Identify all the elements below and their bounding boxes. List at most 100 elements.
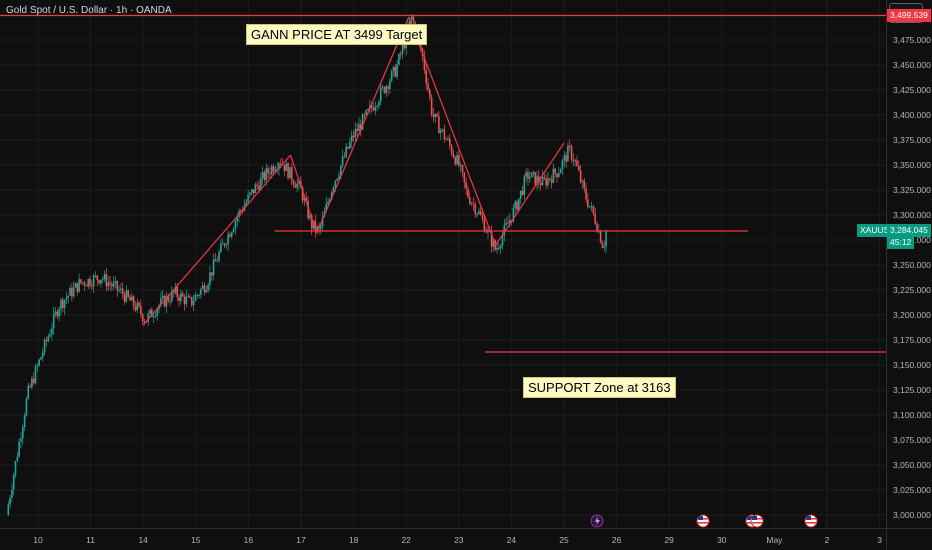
candle-body [605, 230, 607, 247]
candle-body [176, 286, 179, 297]
candle-body [87, 278, 90, 287]
candle-body [401, 44, 404, 54]
candle-body [221, 243, 224, 245]
candle-body [72, 287, 75, 297]
candle-body [403, 44, 406, 49]
candle-body [290, 167, 293, 181]
candle-body [379, 87, 382, 102]
candle-body [71, 287, 73, 297]
us-flag-icon[interactable] [750, 514, 764, 528]
y-tick-label: 3,175.000 [893, 335, 931, 345]
candle-body [314, 220, 317, 231]
candle-body [461, 164, 464, 173]
candle-body [548, 178, 551, 180]
x-tick-label: 10 [33, 535, 43, 545]
candle-body [69, 287, 71, 296]
candle-body [223, 243, 226, 246]
x-tick-label: 23 [454, 535, 464, 545]
trendline-4[interactable] [408, 16, 497, 246]
candle-body [583, 180, 586, 189]
drawings[interactable] [0, 14, 886, 353]
candle-body [472, 203, 475, 205]
candle-body [574, 160, 576, 162]
support-zone-note[interactable]: SUPPORT Zone at 3163 [523, 377, 676, 398]
candle-body [112, 282, 115, 287]
candle-body [212, 259, 215, 276]
y-tick-label: 3,225.000 [893, 285, 931, 295]
candle-body [528, 177, 531, 179]
candle-body [570, 145, 573, 160]
y-tick-label: 3,100.000 [893, 410, 931, 420]
candle-body [519, 190, 522, 199]
y-tick-label: 3,050.000 [893, 460, 931, 470]
candle-body [365, 109, 368, 115]
candle-body [387, 86, 389, 89]
candle-body [198, 294, 200, 296]
candle-body [507, 222, 509, 224]
candle-body [85, 285, 88, 287]
candle-body [474, 204, 477, 215]
candle-body [120, 288, 122, 290]
candle-body [241, 210, 244, 212]
candle-body [390, 71, 393, 82]
candle-body [54, 311, 57, 314]
event-icons[interactable] [590, 514, 818, 528]
candle-body [423, 55, 426, 70]
candle-body [521, 190, 524, 195]
candle-body [321, 217, 324, 227]
candle-body [109, 282, 111, 285]
y-tick-label: 3,300.000 [893, 210, 931, 220]
candle-body [27, 386, 30, 399]
candle-body [505, 222, 507, 225]
trendline-5[interactable] [495, 142, 565, 246]
candle-body [554, 168, 557, 174]
candle-body [374, 107, 377, 111]
candle-body [178, 296, 180, 301]
candle-body [543, 176, 546, 179]
candle-body [151, 309, 153, 318]
trendline-3[interactable] [316, 16, 410, 234]
candle-body [118, 289, 120, 291]
price-axis[interactable] [886, 0, 932, 550]
candle-body [232, 229, 235, 233]
x-tick-label: 26 [612, 535, 622, 545]
candle-body [214, 259, 217, 262]
candles [7, 14, 607, 516]
trendline-1[interactable] [142, 154, 291, 326]
candle-body [227, 234, 229, 245]
x-tick-label: 22 [401, 535, 411, 545]
candle-body [329, 199, 331, 202]
candle-body [74, 283, 77, 288]
us-flag-icon[interactable] [804, 514, 818, 528]
candle-body [49, 334, 51, 337]
candle-body [427, 83, 429, 90]
us-flag-icon[interactable] [696, 514, 710, 528]
candle-body [370, 105, 373, 108]
candle-body [494, 240, 497, 250]
lightning-icon[interactable] [590, 514, 604, 528]
candle-body [116, 281, 119, 291]
candle-body [196, 295, 199, 297]
candle-body [94, 275, 97, 277]
candle-body [138, 302, 140, 306]
x-tick-label: 18 [349, 535, 359, 545]
candle-body [454, 157, 457, 165]
candle-body [245, 201, 248, 206]
candle-body [185, 296, 188, 305]
candle-body [169, 301, 171, 303]
candle-body [523, 176, 526, 195]
trendline-2[interactable] [289, 154, 318, 234]
candle-body [111, 284, 113, 287]
gann-target-note[interactable]: GANN PRICE AT 3499 Target [246, 24, 428, 45]
candle-body [107, 282, 109, 287]
last-price-tag: 3,284.045 [887, 224, 931, 237]
candle-body [389, 81, 391, 89]
candle-body [289, 167, 291, 179]
candle-body [38, 359, 40, 366]
candle-body [125, 290, 128, 302]
candle-body [31, 378, 33, 387]
candle-body [456, 154, 458, 165]
candle-body [165, 296, 168, 307]
candle-body [114, 281, 117, 283]
